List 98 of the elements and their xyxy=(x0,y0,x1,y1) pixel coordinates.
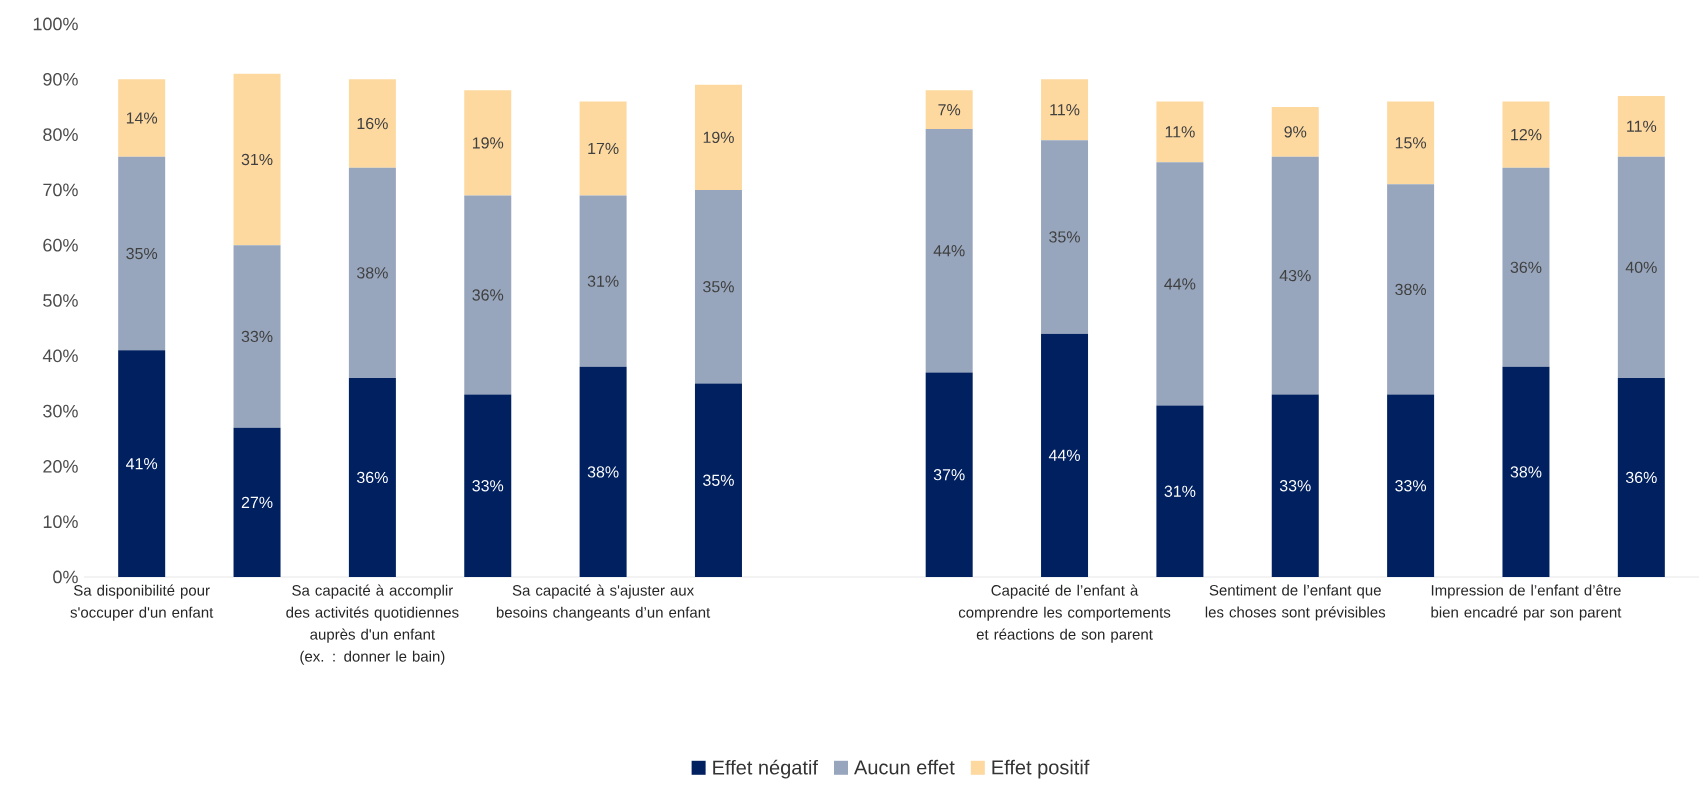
data-label: 38% xyxy=(357,267,388,279)
bar xyxy=(118,79,166,157)
bar xyxy=(1271,394,1319,577)
x-tick-label: Sa disponibilité pour s'occuper d'un enfant xyxy=(70,584,214,621)
bar xyxy=(1387,394,1435,577)
data-label: 27% xyxy=(241,496,273,508)
bar xyxy=(694,84,742,190)
bar xyxy=(925,372,973,577)
data-label: 16% xyxy=(357,117,388,130)
legend-label: Effet positif xyxy=(992,759,1090,779)
data-label: 43% xyxy=(1279,269,1311,282)
bar xyxy=(1156,405,1204,577)
data-label: 36% xyxy=(357,471,388,484)
data-label: 44% xyxy=(933,245,965,257)
y-tick-label: 90% xyxy=(43,72,78,86)
data-label: 12% xyxy=(1511,128,1542,141)
bar xyxy=(1617,156,1665,378)
data-label: 40% xyxy=(1625,261,1657,273)
bar xyxy=(233,73,281,246)
bar xyxy=(579,366,627,577)
bar xyxy=(233,245,281,428)
y-tick-label: 60% xyxy=(43,238,78,252)
bar xyxy=(118,350,166,577)
data-label: 44% xyxy=(1164,278,1196,290)
bar xyxy=(925,129,973,373)
y-tick-label: 40% xyxy=(42,349,78,363)
data-label: 19% xyxy=(472,137,504,149)
data-label: 35% xyxy=(126,247,158,260)
data-label: 11% xyxy=(1165,126,1195,138)
bar xyxy=(348,79,396,168)
data-label: 9% xyxy=(1284,126,1307,138)
data-label: 35% xyxy=(1049,231,1080,243)
bar xyxy=(348,167,396,378)
data-label: 38% xyxy=(1510,466,1542,478)
bar xyxy=(579,101,627,196)
data-label: 7% xyxy=(938,104,961,116)
data-label: 36% xyxy=(472,289,504,301)
bar xyxy=(348,377,396,577)
y-tick-label: 10% xyxy=(43,515,78,529)
data-label: 41% xyxy=(126,458,158,470)
y-tick-label: 50% xyxy=(43,294,78,307)
y-tick-label: 20% xyxy=(43,460,78,473)
data-label: 31% xyxy=(241,153,273,166)
bar xyxy=(1156,101,1204,163)
bar xyxy=(464,394,512,577)
bar xyxy=(1502,101,1550,168)
data-label: 38% xyxy=(587,466,619,478)
data-label: 31% xyxy=(587,275,619,287)
bar xyxy=(925,90,973,130)
data-label: 33% xyxy=(472,480,504,492)
data-label: 11% xyxy=(1050,104,1080,116)
data-label: 33% xyxy=(1395,480,1427,492)
data-label: 14% xyxy=(126,112,158,124)
y-tick-label: 100% xyxy=(33,17,78,31)
bar xyxy=(464,90,512,196)
data-label: 15% xyxy=(1395,137,1427,149)
bar xyxy=(694,383,742,577)
data-label: 11% xyxy=(1627,120,1657,132)
bar xyxy=(1156,162,1204,406)
bar xyxy=(1271,106,1319,157)
bar xyxy=(694,189,742,384)
bar xyxy=(1041,333,1089,577)
data-label: 38% xyxy=(1395,283,1427,296)
y-tick-label: 30% xyxy=(43,404,78,418)
bar xyxy=(1502,167,1550,367)
bar xyxy=(1271,156,1319,395)
data-label: 44% xyxy=(1048,449,1080,461)
bar xyxy=(1041,140,1089,334)
data-label: 17% xyxy=(588,142,619,155)
x-tick-label: Sa capacité à s'ajuster aux besoins changeants d’un enfant xyxy=(496,584,711,621)
y-tick-label: 0% xyxy=(53,570,78,584)
bar xyxy=(1502,366,1550,577)
bar xyxy=(1387,184,1435,395)
data-label: 36% xyxy=(1510,261,1542,273)
y-tick-label: 80% xyxy=(43,128,78,141)
data-label: 33% xyxy=(1279,480,1311,492)
bar xyxy=(233,427,281,577)
legend-label: Aucun effet xyxy=(854,759,955,775)
bar xyxy=(579,195,627,367)
bar xyxy=(118,156,166,351)
bar xyxy=(1387,101,1435,185)
legend-label: Effet négatif xyxy=(713,759,818,779)
x-tick-label: Sa capacité à accomplir des activités quotidiennes auprès d'un enfant (ex. : donner le bain) xyxy=(286,584,459,665)
data-label: 31% xyxy=(1164,485,1196,497)
bar xyxy=(1617,377,1665,577)
data-label: 35% xyxy=(703,474,734,486)
data-label: 19% xyxy=(703,131,734,144)
bar xyxy=(1617,95,1665,157)
bar xyxy=(464,195,512,395)
data-label: 37% xyxy=(933,469,965,481)
x-tick-label: Impression de l’enfant d’être bien encadré par son parent xyxy=(1431,584,1622,621)
bar xyxy=(1041,79,1089,141)
data-label: 33% xyxy=(241,330,273,343)
x-tick-label: Capacité de l’enfant à comprendre les comportements et réactions de son parent xyxy=(958,584,1171,643)
x-tick-label: Sentiment de l’enfant que les choses sont prévisibles xyxy=(1205,584,1386,621)
data-label: 35% xyxy=(703,281,734,293)
y-tick-label: 70% xyxy=(43,183,78,197)
data-label: 36% xyxy=(1625,471,1657,484)
